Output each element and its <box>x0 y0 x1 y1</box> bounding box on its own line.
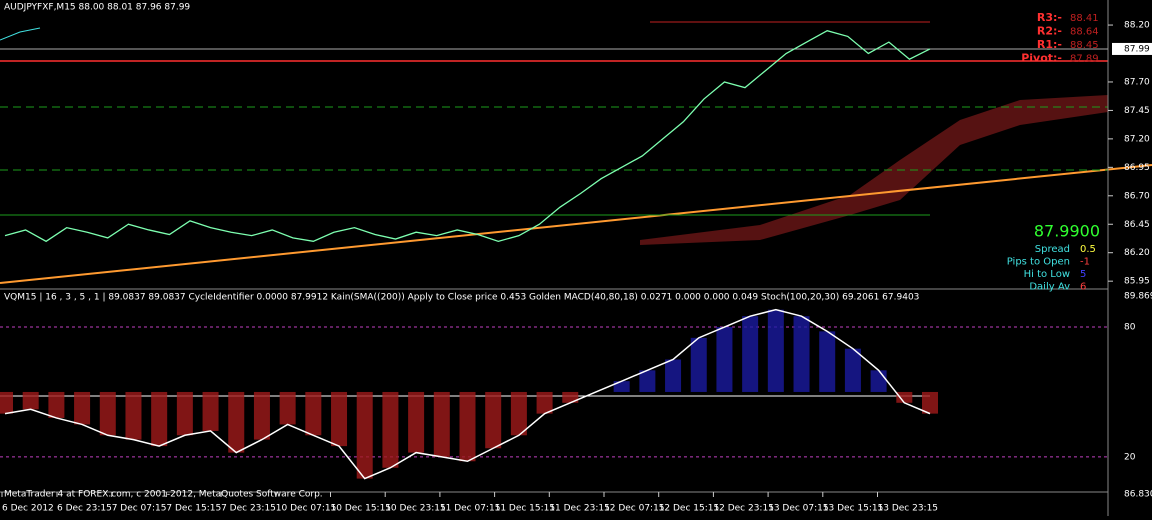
histogram-bar <box>896 391 913 403</box>
info-label: Hi to Low <box>1024 269 1070 280</box>
histogram-bar <box>690 337 707 392</box>
histogram-bar <box>819 331 836 392</box>
trend-line <box>0 164 1152 284</box>
indicator-line <box>4 308 931 480</box>
current-price-label: 87.99 <box>1124 44 1150 54</box>
info-value: 5 <box>1080 269 1086 280</box>
info-label: Daily Av <box>1029 282 1070 293</box>
histogram-bar <box>74 391 91 425</box>
time-label: 7 Dec 15:15 <box>166 504 221 514</box>
time-label: 11 Dec 15:15 <box>495 504 556 514</box>
pivot-value: 88.41 <box>1070 13 1099 24</box>
y-tick-label: 87.20 <box>1124 134 1150 144</box>
symbol-info: AUDJPYFXF,M15 88.00 88.01 87.96 87.99 <box>4 3 190 13</box>
indicator-tick-label: 80 <box>1124 323 1136 333</box>
time-label: 10 Dec 15:15 <box>331 504 392 514</box>
time-label: 10 Dec 23:15 <box>385 504 446 514</box>
indicator-max: 89.8697 <box>1124 292 1152 302</box>
pivot-label: R1:- <box>1037 38 1062 51</box>
histogram-bar <box>870 370 887 392</box>
histogram-bar <box>125 391 142 440</box>
info-value: -1 <box>1080 257 1090 268</box>
time-label: 12 Dec 23:15 <box>713 504 774 514</box>
y-tick-label: 85.95 <box>1124 277 1150 287</box>
histogram-bar <box>382 391 399 468</box>
pivot-label: Pivot:- <box>1021 52 1062 65</box>
time-label: 11 Dec 07:15 <box>440 504 501 514</box>
indicator-tick-label: 20 <box>1124 452 1136 462</box>
pivot-value: 88.45 <box>1070 40 1099 51</box>
histogram-bar <box>844 348 861 392</box>
histogram-bar <box>742 316 759 392</box>
y-tick-label: 87.70 <box>1124 77 1150 87</box>
histogram-bar <box>151 391 168 447</box>
histogram-bar <box>613 381 630 392</box>
info-value: 6 <box>1080 282 1086 293</box>
y-tick-label: 86.45 <box>1124 220 1150 230</box>
time-label: 7 Dec 23:15 <box>221 504 276 514</box>
pivot-label: R2:- <box>1037 25 1062 38</box>
pivot-value: 87.89 <box>1070 54 1099 65</box>
histogram-bar <box>922 391 938 414</box>
histogram-bar <box>716 327 733 392</box>
pivot-label: R3:- <box>1037 11 1062 24</box>
current-price-box <box>1112 42 1152 55</box>
decoration <box>0 27 41 41</box>
histogram-bar <box>48 391 65 418</box>
y-tick-label: 86.70 <box>1124 191 1150 201</box>
time-label: 13 Dec 15:15 <box>823 504 884 514</box>
time-label: 6 Dec 23:15 <box>57 504 112 514</box>
histogram-bar <box>228 391 245 453</box>
info-value: 0.5 <box>1080 244 1096 255</box>
histogram-bar <box>253 391 270 440</box>
price-line <box>4 30 931 243</box>
histogram-bar <box>433 391 450 457</box>
histogram-bar <box>408 391 425 453</box>
histogram-bar <box>767 309 784 392</box>
histogram-bar <box>485 391 502 449</box>
histogram-bar <box>331 391 348 447</box>
y-tick-label: 86.20 <box>1124 248 1150 258</box>
histogram-bar <box>562 391 579 403</box>
histogram-bar <box>665 359 682 392</box>
indicator-header: VQM15 | 16 , 3 , 5 , 1 | 89.0837 89.0837… <box>4 293 919 303</box>
y-tick-label: 87.45 <box>1124 106 1150 116</box>
histogram-bar <box>536 391 553 414</box>
current-price-big: 87.9900 <box>1034 222 1100 241</box>
histogram-bar <box>202 391 219 431</box>
histogram-bar <box>305 391 322 436</box>
time-label: 6 Dec 2012 <box>2 504 54 514</box>
info-label: Pips to Open <box>1007 257 1070 268</box>
time-label: 12 Dec 15:15 <box>659 504 720 514</box>
histogram-bar <box>0 391 13 414</box>
time-label: 10 Dec 07:15 <box>276 504 337 514</box>
histogram-bar <box>356 391 373 479</box>
info-label: Spread <box>1035 244 1070 255</box>
time-label: 11 Dec 23:15 <box>549 504 610 514</box>
pivot-value: 88.64 <box>1070 27 1099 38</box>
footer: MetaTrader 4 at FOREX.com, c 2001-2012, … <box>4 490 323 500</box>
histogram-bar <box>510 391 527 436</box>
histogram-bar <box>176 391 193 436</box>
time-label: 13 Dec 07:15 <box>768 504 829 514</box>
histogram-bar <box>279 391 296 425</box>
histogram-bar <box>793 316 810 392</box>
indicator-min: 86.8300 <box>1124 490 1152 500</box>
y-tick-label: 88.20 <box>1124 21 1150 31</box>
time-label: 13 Dec 23:15 <box>878 504 939 514</box>
ichimoku-cloud <box>640 95 1108 245</box>
histogram-bar <box>22 391 39 410</box>
y-tick-label: 86.95 <box>1124 163 1150 173</box>
histogram-bar <box>639 370 656 392</box>
histogram-bar <box>99 391 116 436</box>
time-label: 7 Dec 07:15 <box>112 504 167 514</box>
histogram-bar <box>459 391 476 462</box>
time-label: 12 Dec 07:15 <box>604 504 665 514</box>
